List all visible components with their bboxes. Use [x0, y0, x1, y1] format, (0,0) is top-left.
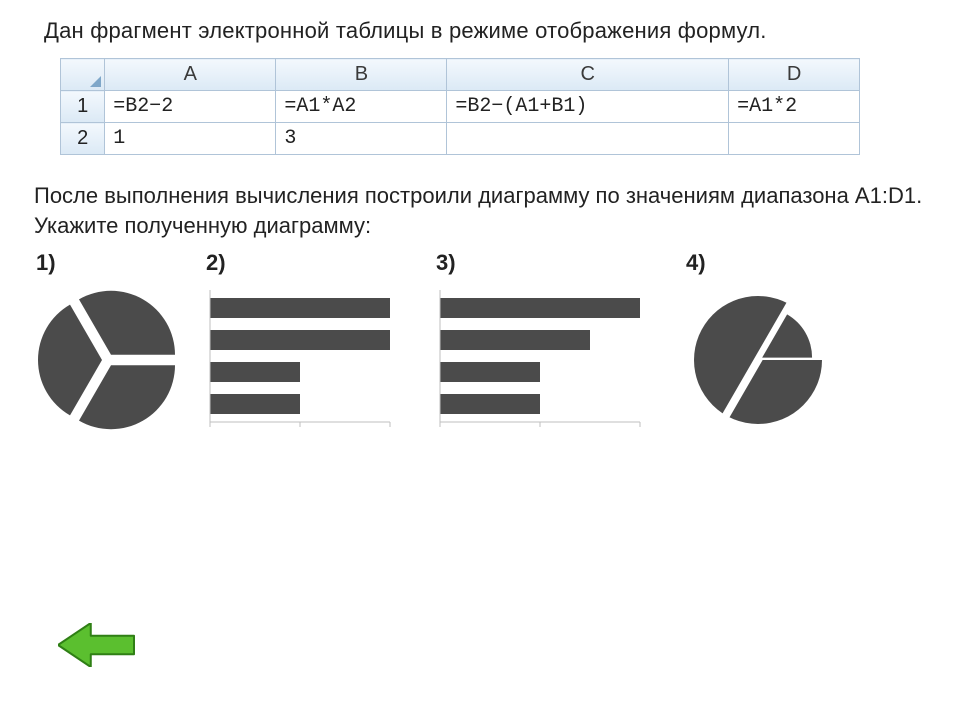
cell: 3: [276, 123, 447, 155]
cell: 1: [105, 123, 276, 155]
option-label: 1): [36, 250, 204, 276]
option-3-bars: [434, 286, 684, 441]
table-header-row: A B C D: [61, 59, 860, 91]
page-title: Дан фрагмент электронной таблицы в режим…: [44, 18, 930, 44]
option-1-pie: [34, 286, 204, 439]
option-2-bars: [204, 286, 434, 441]
col-header: B: [276, 59, 447, 91]
table-row: 1 =B2−2 =A1*A2 =B2−(A1+B1) =A1*2: [61, 91, 860, 123]
cell: =B2−(A1+B1): [447, 91, 729, 123]
cell: [447, 123, 729, 155]
cell: =B2−2: [105, 91, 276, 123]
row-header: 2: [61, 123, 105, 155]
back-arrow-button[interactable]: [58, 623, 136, 672]
row-header: 1: [61, 91, 105, 123]
question-text: После выполнения вычисления построили ди…: [34, 181, 930, 240]
cell: [729, 123, 860, 155]
table-row: 2 1 3: [61, 123, 860, 155]
cell: =A1*2: [729, 91, 860, 123]
col-header: A: [105, 59, 276, 91]
spreadsheet-table: A B C D 1 =B2−2 =A1*A2 =B2−(A1+B1) =A1*2…: [60, 58, 860, 155]
option-label: 2): [206, 250, 434, 276]
option-label: 4): [686, 250, 854, 276]
table-corner: [61, 59, 105, 91]
col-header: D: [729, 59, 860, 91]
cell: =A1*A2: [276, 91, 447, 123]
option-label: 3): [436, 250, 684, 276]
option-4-pie: [684, 286, 854, 439]
col-header: C: [447, 59, 729, 91]
options-row: 1) 2) 3) 4): [30, 250, 930, 441]
